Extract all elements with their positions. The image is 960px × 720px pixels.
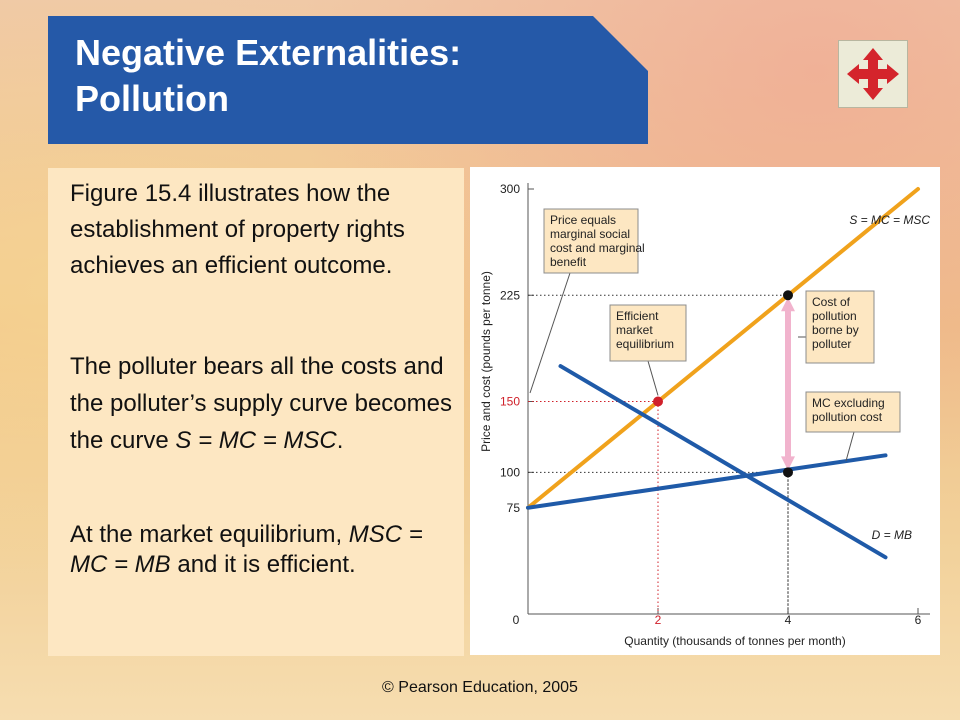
cost-arrow-head-top (781, 297, 795, 312)
supply-curve-line (526, 187, 920, 510)
callout-efficient-text: equilibrium (616, 337, 674, 351)
title-line-2: Pollution (75, 78, 229, 119)
title-line-1: Negative Externalities: (75, 32, 462, 73)
callout-mcex-text: pollution cost (812, 410, 883, 424)
paragraph-3-end: and it is efficient. (170, 551, 356, 578)
y-tick-label: 100 (500, 465, 520, 479)
supply-curve-label: S = MC = MSC (849, 213, 930, 227)
cost-arrow-head-bottom (781, 456, 795, 471)
callout-cost-text: pollution (812, 309, 857, 323)
paragraph-3-text: At the market equilibrium, (70, 521, 349, 548)
callout-cost-text: Cost of (812, 295, 851, 309)
paragraph-3-italic: MSC = MC = MB (70, 521, 423, 578)
y-axis-title: Price and cost (pounds per tonne) (479, 271, 493, 452)
text-panel (48, 168, 464, 656)
callout-efficient-leader (647, 360, 659, 396)
copyright-footer: © Pearson Education, 2005 (382, 679, 578, 696)
demand-curve-line (558, 364, 888, 560)
private-cost-point (783, 467, 793, 478)
social-cost-point (783, 290, 793, 301)
x-tick-label: 6 (915, 613, 922, 627)
externality-chart: 75 100 150 225 300 0 2 4 6 Quantity (thousands of… (479, 182, 930, 648)
callout-price-leader (529, 272, 571, 394)
callout-cost-text: borne by (812, 323, 859, 337)
title-banner (48, 16, 648, 144)
callout-efficient-text: Efficient (616, 309, 659, 323)
callout-mcex-leader (845, 431, 855, 462)
callout-mcex-text: MC excluding (812, 396, 885, 410)
chart-panel: 75 100 150 225 300 0 2 4 6 Quantity (thousands of… (470, 167, 940, 655)
callout-price-text: cost and marginal (550, 241, 645, 255)
demand-curve-label: D = MB (872, 528, 912, 542)
callout-efficient-text: market (616, 323, 653, 337)
callout-price-text: Price equals (550, 213, 616, 227)
page-title: Negative Externalities: Pollution (75, 30, 615, 122)
efficient-equilibrium-point (653, 396, 663, 407)
callout-price-box (543, 208, 639, 274)
paragraph-3: At the market equilibrium, MSC = MC = MB… (70, 520, 460, 580)
paragraph-2-end: . (336, 427, 344, 454)
y-tick-label: 300 (500, 182, 520, 196)
y-tick-label: 225 (500, 288, 520, 302)
navigation-button[interactable] (838, 40, 908, 108)
paragraph-2-italic: S = MC = MSC (175, 427, 337, 454)
y-tick-label: 150 (500, 395, 520, 409)
x-tick-label: 2 (655, 613, 662, 627)
x-axis-title: Quantity (thousands of tonnes per month) (624, 634, 845, 648)
paragraph-1-text: Figure 15.4 illustrates how the establis… (70, 180, 405, 279)
paragraph-2: The polluter bears all the costs and the… (70, 348, 460, 459)
x-tick-label: 0 (513, 613, 520, 627)
y-tick-label: 75 (507, 501, 521, 515)
x-tick-label: 4 (785, 613, 792, 627)
paragraph-2-text: The polluter bears all the costs and the… (70, 353, 452, 454)
four-arrows-move-icon (847, 48, 899, 100)
callout-price-text: benefit (550, 255, 587, 269)
callout-efficient-box (609, 304, 687, 362)
callout-cost-text: polluter (812, 337, 851, 351)
callout-mcex-box (805, 391, 901, 433)
mc-excluding-line (526, 453, 888, 510)
callout-cost-box (805, 290, 875, 364)
callout-price-text: marginal social (550, 227, 630, 241)
paragraph-1: Figure 15.4 illustrates how the establis… (70, 176, 460, 284)
